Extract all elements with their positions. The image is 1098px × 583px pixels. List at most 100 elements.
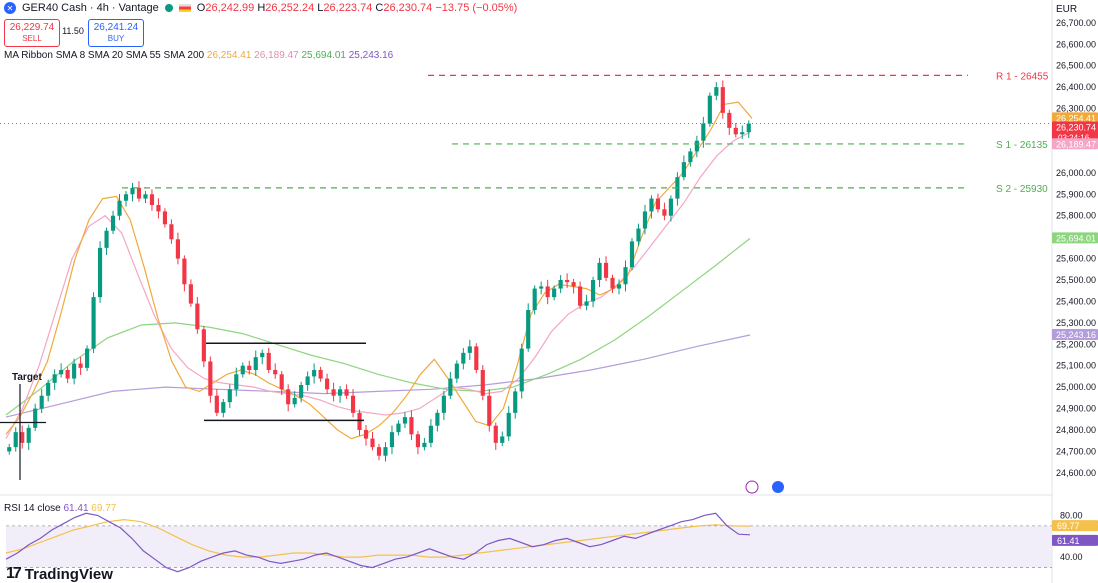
candle[interactable] — [519, 348, 524, 392]
candle[interactable] — [46, 382, 51, 396]
candle[interactable] — [539, 286, 544, 289]
candle[interactable] — [428, 425, 433, 443]
candle[interactable] — [182, 258, 187, 285]
candle[interactable] — [318, 370, 323, 379]
candle[interactable] — [461, 352, 466, 364]
candle[interactable] — [156, 205, 161, 212]
candle[interactable] — [513, 391, 518, 413]
candle[interactable] — [590, 280, 596, 302]
candle[interactable] — [740, 132, 745, 135]
candle[interactable] — [305, 376, 310, 385]
candle[interactable] — [188, 284, 193, 304]
candle[interactable] — [39, 395, 44, 409]
candle[interactable] — [571, 282, 576, 287]
candle[interactable] — [500, 436, 505, 443]
candle[interactable] — [91, 297, 96, 349]
candle[interactable] — [629, 241, 635, 268]
candle[interactable] — [350, 395, 356, 413]
candle[interactable] — [616, 284, 622, 289]
candle[interactable] — [234, 374, 239, 390]
candle[interactable] — [688, 151, 693, 163]
candle[interactable] — [130, 187, 135, 195]
price-label-box[interactable] — [1052, 138, 1098, 150]
candle[interactable] — [701, 123, 706, 141]
rsi-label-box[interactable] — [1052, 534, 1098, 546]
candle[interactable] — [273, 370, 278, 375]
candle[interactable] — [214, 395, 219, 413]
candle[interactable] — [72, 363, 77, 379]
candle[interactable] — [642, 211, 648, 229]
candle[interactable] — [584, 301, 589, 306]
candle[interactable] — [240, 365, 245, 375]
candle[interactable] — [376, 447, 382, 456]
symbol-name[interactable]: GER40 Cash · 4h · Vantage — [22, 2, 159, 14]
candle[interactable] — [149, 194, 155, 205]
candle[interactable] — [422, 442, 427, 448]
candle[interactable] — [104, 230, 109, 248]
candle[interactable] — [720, 87, 725, 113]
price-label-box[interactable] — [1052, 112, 1098, 124]
candle[interactable] — [714, 87, 719, 96]
price-label-box[interactable] — [1052, 232, 1098, 244]
candle[interactable] — [435, 412, 440, 426]
candle[interactable] — [201, 329, 206, 362]
candle[interactable] — [746, 123, 751, 133]
candle[interactable] — [325, 378, 330, 390]
price-label-box[interactable] — [1052, 329, 1098, 341]
candle[interactable] — [623, 267, 628, 285]
candle[interactable] — [668, 198, 673, 216]
candle[interactable] — [545, 286, 550, 298]
candle[interactable] — [26, 427, 31, 443]
candle[interactable] — [474, 346, 479, 370]
candle[interactable] — [389, 432, 395, 448]
candle[interactable] — [448, 378, 453, 396]
sell-button[interactable]: 26,229.74 SELL — [4, 19, 60, 47]
candle[interactable] — [97, 247, 103, 298]
candle[interactable] — [286, 389, 291, 405]
rsi-legend[interactable]: RSI 14 close 61.41 69.77 — [4, 503, 116, 514]
candle[interactable] — [396, 423, 401, 433]
rsi-label-box[interactable] — [1052, 520, 1098, 532]
candle[interactable] — [33, 408, 38, 428]
candle[interactable] — [441, 395, 446, 413]
price-label-box[interactable] — [1052, 121, 1098, 144]
buy-button[interactable]: 26,241.24 BUY — [88, 19, 144, 47]
candle[interactable] — [480, 370, 485, 396]
candle[interactable] — [707, 95, 712, 124]
candle[interactable] — [136, 187, 142, 199]
candle[interactable] — [409, 417, 414, 435]
candle[interactable] — [597, 262, 602, 280]
candle[interactable] — [649, 198, 654, 212]
candle[interactable] — [7, 447, 12, 452]
candle[interactable] — [299, 385, 304, 398]
candle[interactable] — [681, 162, 686, 178]
lightning-icon[interactable] — [745, 480, 759, 494]
candle[interactable] — [363, 430, 369, 439]
candle[interactable] — [221, 402, 226, 413]
candle[interactable] — [175, 239, 180, 259]
candle[interactable] — [266, 352, 271, 370]
candle[interactable] — [52, 374, 57, 383]
candle[interactable] — [169, 224, 174, 240]
candle[interactable] — [292, 397, 297, 405]
candle[interactable] — [578, 286, 583, 306]
candle[interactable] — [733, 127, 738, 135]
candle[interactable] — [662, 209, 667, 216]
event-icon[interactable] — [772, 481, 784, 493]
candle[interactable] — [370, 438, 375, 448]
candle[interactable] — [383, 447, 388, 456]
candle[interactable] — [227, 389, 232, 403]
candle[interactable] — [552, 288, 557, 298]
candle[interactable] — [279, 374, 284, 390]
candle[interactable] — [694, 140, 699, 152]
candle[interactable] — [487, 395, 492, 426]
candle[interactable] — [59, 370, 64, 375]
candle[interactable] — [338, 389, 343, 396]
candle[interactable] — [454, 363, 459, 379]
candle[interactable] — [208, 361, 213, 396]
candle[interactable] — [117, 200, 122, 216]
candle[interactable] — [402, 417, 408, 424]
candle[interactable] — [506, 412, 511, 437]
candle[interactable] — [331, 389, 336, 396]
